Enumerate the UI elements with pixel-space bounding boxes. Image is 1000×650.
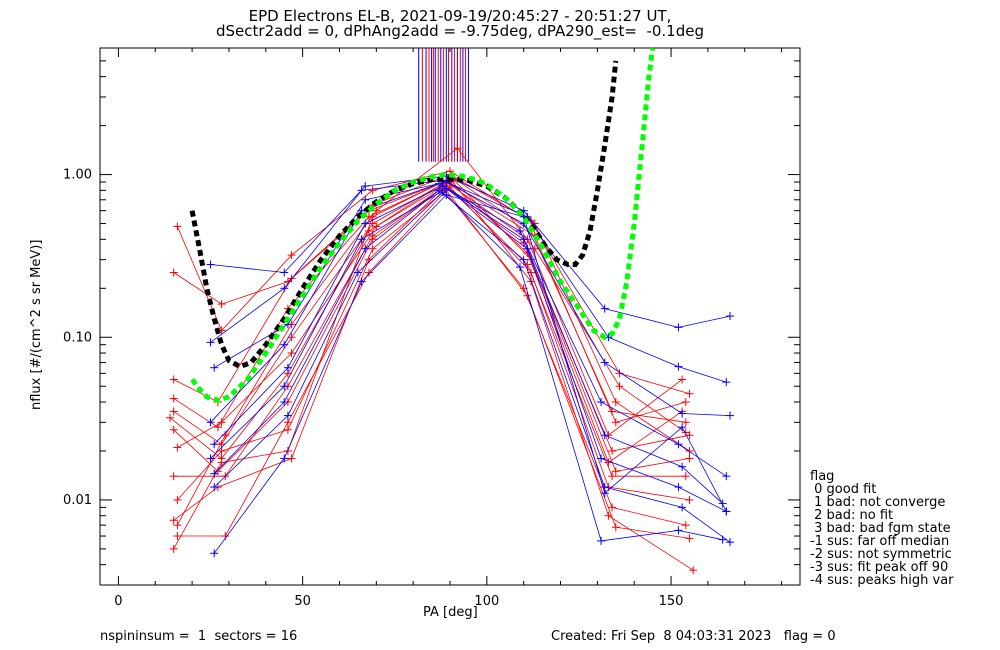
data-series-line [210,175,731,328]
legend-item: -1 sus: far off median [810,534,950,549]
data-series-line [213,191,723,542]
data-series-line [173,181,683,445]
x-tick-label: 0 [114,594,122,609]
data-series-line [177,179,690,472]
y-tick-label: 0.01 [63,493,92,508]
data-series-line [213,185,723,504]
legend-title: flag [810,469,835,484]
data-series-line [177,189,690,539]
legend-item: -3 sus: fit peak off 90 [810,560,949,575]
y-tick-label: 0.10 [63,330,92,345]
data-series-line [169,183,690,459]
data-series-line [210,183,727,477]
data-series-line [213,189,731,543]
footer-left: nspininsum = 1 sectors = 16 [100,629,298,644]
legend-item: -2 sus: not symmetric [810,547,952,562]
data-series-line [210,180,727,383]
data-series-line [173,180,686,428]
data-series-line [173,181,683,472]
data-series-line [173,177,694,571]
data-series-line [213,194,727,554]
data-series-line [173,184,686,477]
data-series-line [210,188,727,512]
y-axis-label: nflux [#/(cm^2 s sr MeV)] [29,239,44,410]
data-series-line [213,181,731,416]
x-axis-label: PA [deg] [423,605,478,620]
plot-frame [99,47,801,586]
data-series-line [177,186,690,501]
x-tick-label: 150 [659,594,684,609]
legend-item: -4 sus: peaks high var [810,573,954,588]
legend-item: 3 bad: bad fgm state [810,521,951,536]
data-series-line [173,188,686,526]
x-tick-label: 50 [294,594,311,609]
data-series-line [177,170,690,452]
fit-curve [190,47,656,403]
x-tick-label: 100 [474,594,499,609]
legend-item: 2 bad: no fit [810,508,894,523]
y-tick-label: 1.00 [63,168,92,183]
legend-item: 1 bad: not converge [810,495,946,510]
chart-subtitle: dSectr2add = 0, dPhAng2add = -9.75deg, d… [216,22,704,40]
footer-right: Created: Fri Sep 8 04:03:31 2023 flag = … [551,629,836,644]
legend-item: 0 good fit [810,482,877,497]
data-series-line [173,177,686,423]
chart-title: EPD Electrons EL-B, 2021-09-19/20:45:27 … [248,7,672,25]
data-series-line [177,147,687,526]
